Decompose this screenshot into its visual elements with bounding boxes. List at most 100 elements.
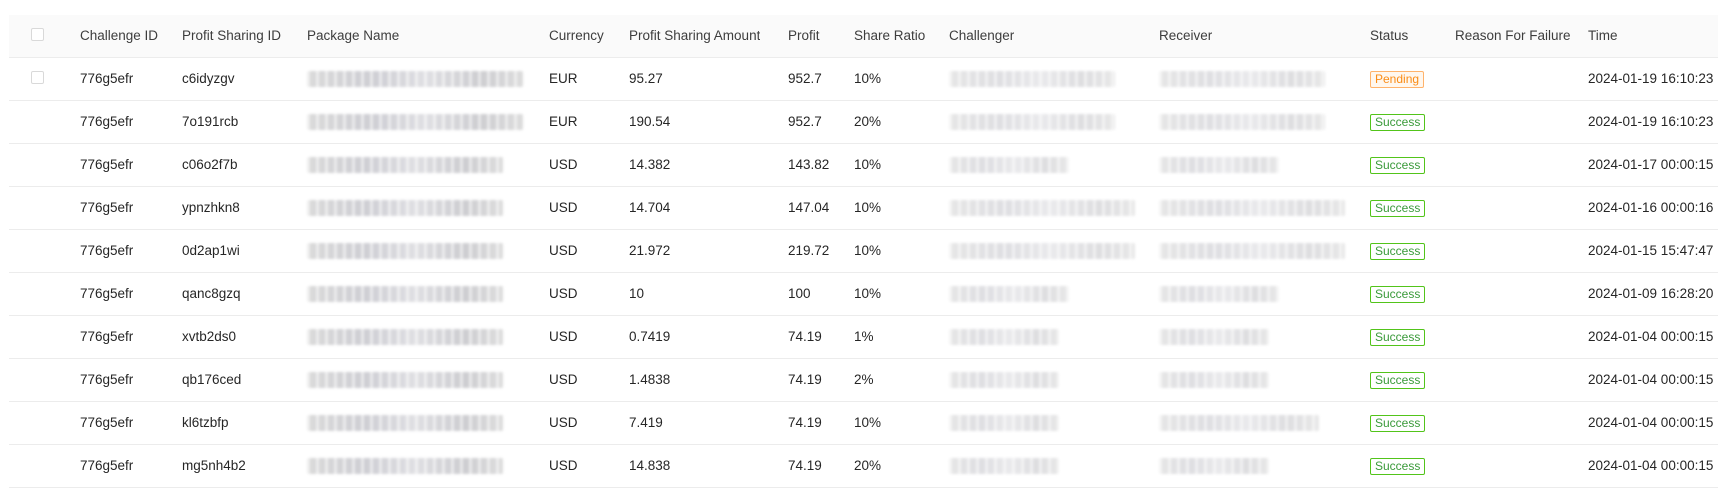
header-profit[interactable]: Profit	[788, 28, 820, 43]
redacted-challenger	[949, 114, 1115, 130]
cell-currency: USD	[549, 200, 578, 215]
cell-time: 2024-01-15 15:47:47	[1588, 243, 1714, 258]
cell-share-ratio: 10%	[854, 71, 882, 86]
cell-profit-sharing-amount: 95.27	[629, 71, 663, 86]
redacted-package-name	[307, 458, 503, 474]
redacted-challenger	[949, 243, 1135, 259]
cell-profit-sharing-amount: 14.704	[629, 200, 671, 215]
redacted-receiver	[1159, 329, 1269, 345]
cell-challenge-id: 776g5efr	[80, 372, 134, 387]
header-reason-for-failure[interactable]: Reason For Failure	[1455, 28, 1571, 43]
cell-time: 2024-01-09 16:28:20	[1588, 286, 1714, 301]
row-checkbox[interactable]	[31, 71, 44, 84]
cell-profit-sharing-id: 0d2ap1wi	[182, 243, 240, 258]
redacted-challenger	[949, 157, 1069, 173]
cell-time: 2024-01-19 16:10:23	[1588, 114, 1714, 129]
cell-profit-sharing-amount: 190.54	[629, 114, 671, 129]
header-share-ratio[interactable]: Share Ratio	[854, 28, 926, 43]
cell-time: 2024-01-04 00:00:15	[1588, 372, 1714, 387]
redacted-challenger	[949, 286, 1069, 302]
header-time[interactable]: Time	[1588, 28, 1618, 43]
cell-profit-sharing-id: xvtb2ds0	[182, 329, 237, 344]
cell-profit-sharing-amount: 0.7419	[629, 329, 671, 344]
header-profit-sharing-amount[interactable]: Profit Sharing Amount	[629, 28, 761, 43]
cell-share-ratio: 20%	[854, 114, 882, 129]
cell-currency: USD	[549, 329, 578, 344]
header-currency[interactable]: Currency	[549, 28, 604, 43]
cell-profit: 74.19	[788, 458, 822, 473]
header-receiver[interactable]: Receiver	[1159, 28, 1213, 43]
redacted-package-name	[307, 114, 523, 130]
cell-profit-sharing-id: 7o191rcb	[182, 114, 239, 129]
header-challenge-id[interactable]: Challenge ID	[80, 28, 159, 43]
redacted-package-name	[307, 372, 503, 388]
cell-status: Success	[1370, 445, 1426, 487]
cell-time: 2024-01-04 00:00:15	[1588, 415, 1714, 430]
redacted-receiver	[1159, 286, 1279, 302]
cell-status: Success	[1370, 187, 1426, 229]
select-all-checkbox[interactable]	[31, 28, 44, 41]
cell-challenge-id: 776g5efr	[80, 157, 134, 172]
redacted-receiver	[1159, 243, 1345, 259]
status-badge: Success	[1370, 113, 1426, 131]
cell-currency: EUR	[549, 71, 578, 86]
table-row[interactable]: 776g5efr 7o191rcb EUR 190.54 952.7 20% Success…	[9, 101, 1718, 144]
table-row[interactable]: 776g5efr 0d2ap1wi USD 21.972 219.72 10% Succes…	[9, 230, 1718, 273]
redacted-receiver	[1159, 114, 1325, 130]
table-row[interactable]: 776g5efr mg5nh4b2 USD 14.838 74.19 20% Success…	[9, 445, 1718, 488]
cell-currency: USD	[549, 243, 578, 258]
table-row[interactable]: 776g5efr kl6tzbfp USD 7.419 74.19 10% Success 2…	[9, 402, 1718, 445]
cell-share-ratio: 20%	[854, 458, 882, 473]
cell-profit-sharing-id: kl6tzbfp	[182, 415, 229, 430]
cell-status: Success	[1370, 273, 1426, 315]
profit-sharing-table: Challenge ID Profit Sharing ID Package N…	[9, 15, 1718, 488]
cell-time: 2024-01-04 00:00:15	[1588, 329, 1714, 344]
table-row[interactable]: 776g5efr c6idyzgv EUR 95.27 952.7 10% Pending 2…	[9, 58, 1718, 101]
redacted-receiver	[1159, 200, 1345, 216]
cell-profit-sharing-amount: 1.4838	[629, 372, 671, 387]
status-badge: Success	[1370, 242, 1426, 260]
redacted-package-name	[307, 415, 503, 431]
status-badge: Success	[1370, 285, 1426, 303]
header-status[interactable]: Status	[1370, 28, 1409, 43]
header-package-name[interactable]: Package Name	[307, 28, 400, 43]
cell-challenge-id: 776g5efr	[80, 71, 134, 86]
cell-currency: USD	[549, 372, 578, 387]
cell-share-ratio: 10%	[854, 415, 882, 430]
cell-currency: USD	[549, 286, 578, 301]
table-row[interactable]: 776g5efr c06o2f7b USD 14.382 143.82 10% Succes…	[9, 144, 1718, 187]
table-body: 776g5efr c6idyzgv EUR 95.27 952.7 10% Pending 2…	[9, 58, 1718, 488]
table-header: Challenge ID Profit Sharing ID Package N…	[9, 15, 1718, 58]
cell-time: 2024-01-04 00:00:15	[1588, 458, 1714, 473]
redacted-package-name	[307, 157, 503, 173]
redacted-challenger	[949, 71, 1115, 87]
redacted-package-name	[307, 243, 503, 259]
status-badge: Pending	[1370, 70, 1425, 88]
table-row[interactable]: 776g5efr ypnzhkn8 USD 14.704 147.04 10% Succes…	[9, 187, 1718, 230]
cell-challenge-id: 776g5efr	[80, 243, 134, 258]
cell-status: Pending	[1370, 58, 1425, 100]
cell-profit: 74.19	[788, 415, 822, 430]
cell-profit-sharing-amount: 14.838	[629, 458, 671, 473]
cell-profit: 147.04	[788, 200, 830, 215]
table-row[interactable]: 776g5efr qanc8gzq USD 10 100 10% Success 2024-0…	[9, 273, 1718, 316]
cell-profit-sharing-id: mg5nh4b2	[182, 458, 246, 473]
cell-share-ratio: 10%	[854, 286, 882, 301]
status-badge: Success	[1370, 328, 1426, 346]
cell-profit-sharing-id: qanc8gzq	[182, 286, 241, 301]
redacted-receiver	[1159, 458, 1269, 474]
table-row[interactable]: 776g5efr qb176ced USD 1.4838 74.19 2% Success 2…	[9, 359, 1718, 402]
table-row[interactable]: 776g5efr xvtb2ds0 USD 0.7419 74.19 1% Success 2…	[9, 316, 1718, 359]
cell-profit: 74.19	[788, 372, 822, 387]
header-profit-sharing-id[interactable]: Profit Sharing ID	[182, 28, 282, 43]
header-challenger[interactable]: Challenger	[949, 28, 1015, 43]
cell-currency: USD	[549, 415, 578, 430]
redacted-receiver	[1159, 157, 1279, 173]
cell-currency: USD	[549, 157, 578, 172]
redacted-package-name	[307, 329, 503, 345]
cell-profit-sharing-amount: 10	[629, 286, 645, 301]
cell-profit-sharing-id: c06o2f7b	[182, 157, 238, 172]
cell-profit: 74.19	[788, 329, 822, 344]
redacted-receiver	[1159, 372, 1269, 388]
cell-challenge-id: 776g5efr	[80, 286, 134, 301]
